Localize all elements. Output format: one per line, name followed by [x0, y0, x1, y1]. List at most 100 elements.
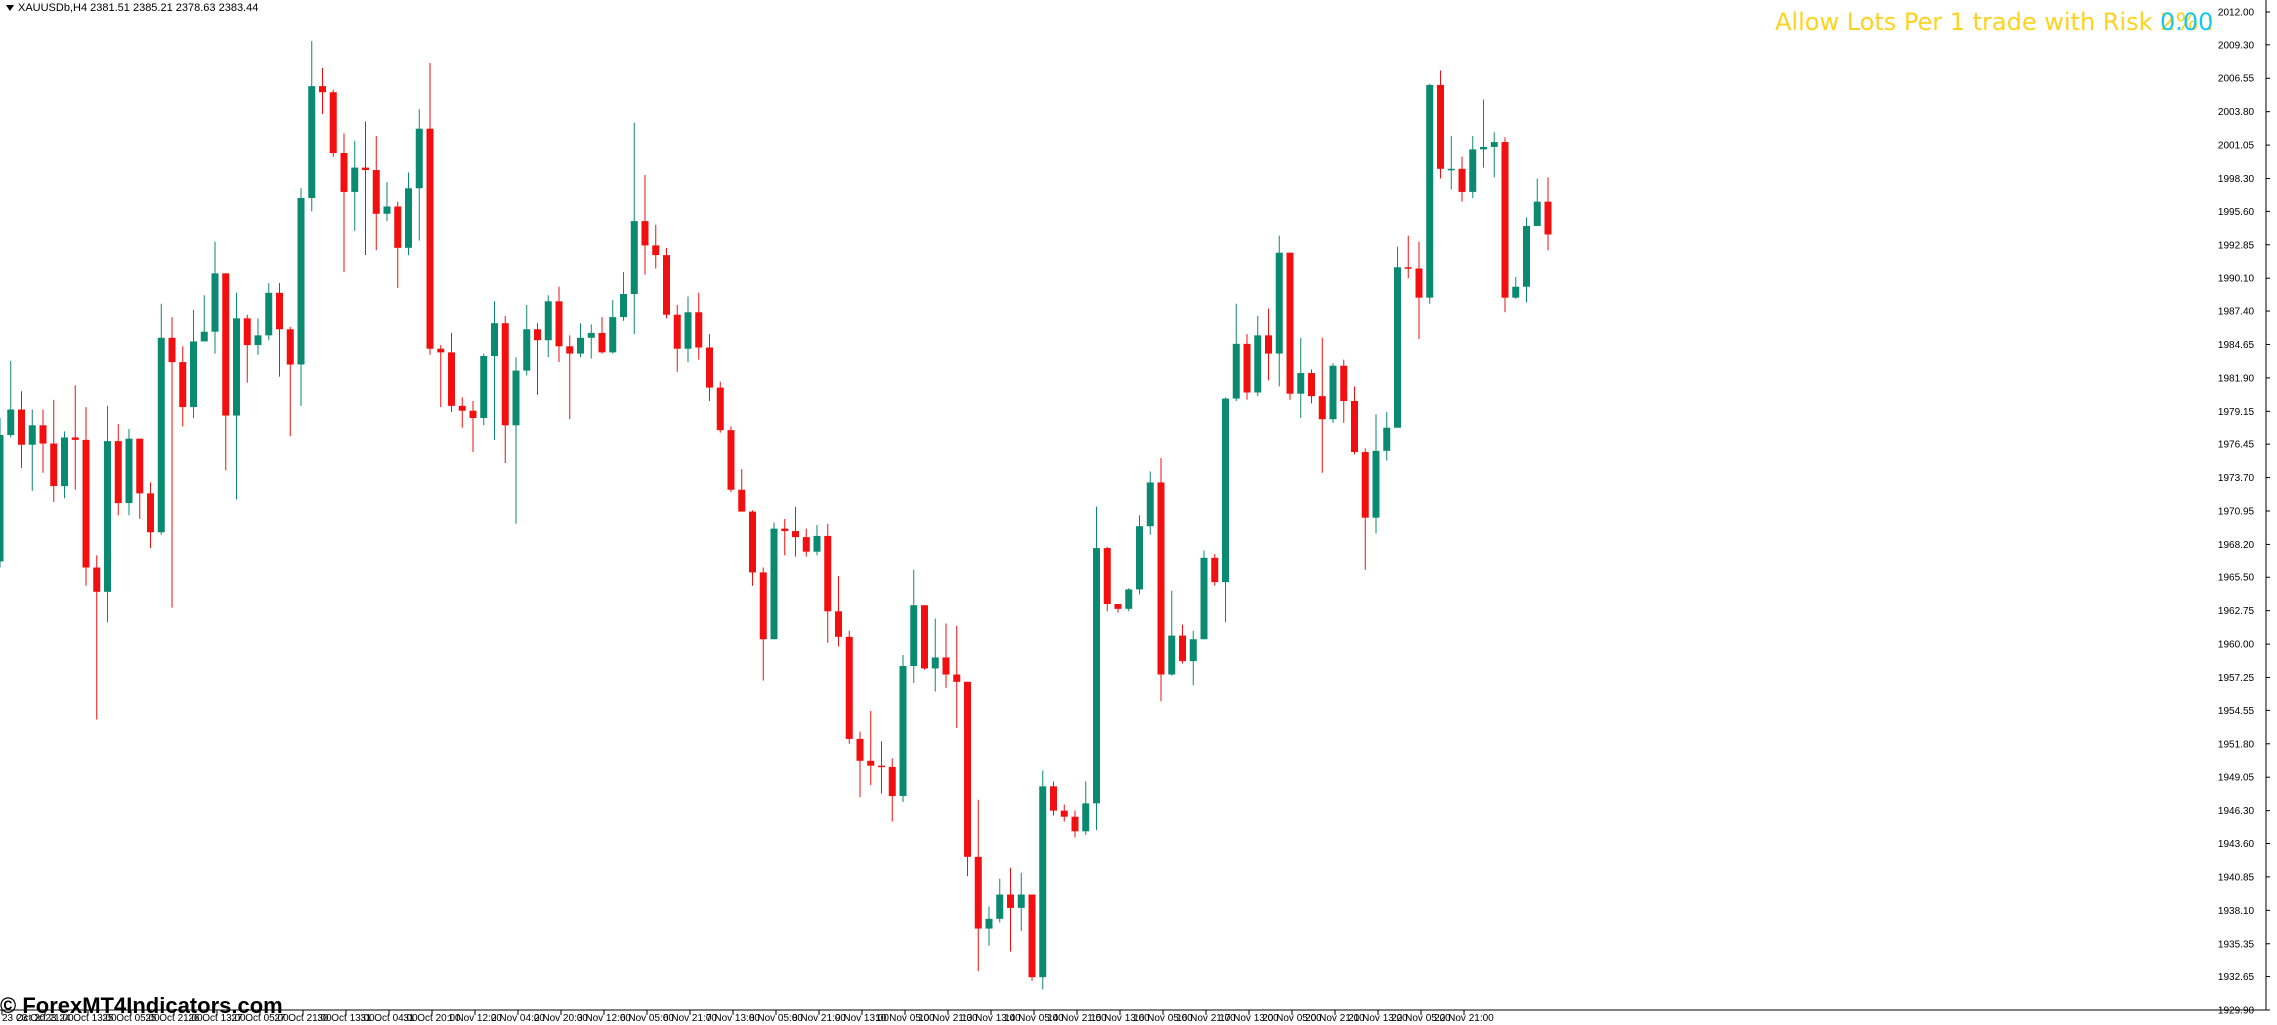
- candle: [867, 710, 875, 786]
- price-tick-label: 1951.80: [2218, 739, 2255, 750]
- candle-body: [931, 657, 939, 669]
- time-tick-label: 22 Nov 05:00: [1391, 1013, 1451, 1024]
- candle-body: [319, 86, 326, 93]
- candle: [1082, 781, 1090, 835]
- time-tick-label: 25 Oct 21:00: [145, 1013, 203, 1024]
- candle-body: [1093, 548, 1100, 804]
- candle: [996, 878, 1004, 923]
- candle-body: [1404, 267, 1412, 269]
- candle: [1469, 135, 1477, 198]
- candle: [1490, 132, 1498, 178]
- candle: [652, 224, 660, 269]
- candle-body: [652, 245, 660, 256]
- candle: [1383, 411, 1391, 461]
- candle: [770, 522, 778, 640]
- candle: [1103, 546, 1111, 612]
- candle-body: [7, 409, 15, 436]
- candle: [501, 315, 509, 463]
- candle: [641, 174, 649, 275]
- candle: [243, 314, 251, 383]
- candle: [673, 304, 681, 372]
- candle-body: [1447, 168, 1455, 171]
- price-tick-label: 1962.75: [2218, 606, 2255, 617]
- candle-body: [716, 387, 724, 431]
- candle: [168, 317, 176, 608]
- candle-body: [1372, 450, 1380, 518]
- candle: [555, 286, 563, 363]
- candle: [985, 906, 993, 946]
- candle: [372, 135, 380, 251]
- price-tick-label: 1990.10: [2218, 274, 2255, 285]
- candle-body: [1458, 168, 1466, 192]
- symbol-info-text: XAUUSDb,H4 2381.51 2385.21 2378.63 2383.…: [18, 2, 259, 14]
- candle-body: [749, 511, 756, 573]
- candle-body: [340, 153, 348, 192]
- candle: [974, 799, 982, 972]
- candle-body: [878, 765, 885, 768]
- candle-body: [39, 425, 47, 444]
- candle-body: [684, 312, 692, 349]
- candle: [394, 201, 402, 288]
- candle-body: [641, 221, 649, 246]
- candle: [1060, 804, 1068, 822]
- candle-body: [544, 301, 552, 341]
- candle-body: [1415, 268, 1423, 298]
- price-tick-label: 1998.30: [2218, 174, 2255, 185]
- time-tick-label: 1 Nov 12:00: [448, 1013, 502, 1024]
- candle: [1039, 770, 1047, 990]
- candle-body: [426, 128, 434, 349]
- candle-body: [1050, 786, 1057, 811]
- price-tick-label: 1938.10: [2218, 906, 2255, 917]
- candle-body: [1082, 803, 1090, 832]
- candle: [1093, 506, 1100, 831]
- candle-body: [845, 636, 853, 739]
- candle-body: [179, 362, 187, 408]
- candle: [1254, 315, 1262, 397]
- time-tick-label: 8 Nov 21:00: [792, 1013, 846, 1024]
- price-axis: 2012.00 2009.30 2006.55 2003.80 2001.05 1998.…: [2218, 0, 2270, 1017]
- candle-body: [1426, 84, 1434, 298]
- candle: [598, 317, 606, 354]
- price-tick-label: 1949.05: [2218, 773, 2255, 784]
- candle: [1157, 458, 1165, 702]
- risk-lots-label: Allow Lots Per 1 trade with Risk 2% :: [1775, 8, 2214, 36]
- candle: [1501, 137, 1509, 313]
- candle-body: [61, 437, 68, 487]
- candle: [953, 625, 961, 728]
- price-tick-label: 1960.00: [2218, 640, 2255, 651]
- candle: [1523, 217, 1530, 303]
- price-tick-label: 1995.60: [2218, 207, 2255, 218]
- candle: [254, 318, 262, 355]
- candle-body: [372, 170, 380, 214]
- candle-body: [996, 894, 1004, 919]
- candle: [824, 523, 832, 643]
- time-tick-label: 14 Nov 05:00: [1004, 1013, 1064, 1024]
- time-tick-label: 20 Nov 05:00: [1262, 1013, 1322, 1024]
- watermark: © ForexMT4Indicators.com: [0, 993, 283, 1018]
- candle-body: [942, 657, 950, 675]
- candle: [512, 357, 520, 524]
- candle: [308, 41, 316, 212]
- candle: [28, 409, 36, 491]
- time-tick-label: 13 Nov 13:00: [961, 1013, 1021, 1024]
- candle: [1146, 471, 1154, 535]
- candle: [383, 182, 391, 222]
- dropdown-arrow-icon[interactable]: [6, 5, 14, 12]
- candle: [114, 424, 122, 516]
- candle-body: [888, 766, 896, 797]
- candle-body: [1351, 400, 1358, 453]
- candle-body: [1179, 635, 1186, 662]
- candle-body: [0, 435, 4, 562]
- price-tick-label: 1968.20: [2218, 540, 2255, 551]
- candle: [405, 172, 412, 256]
- price-tick-label: 1970.95: [2218, 507, 2255, 518]
- candle-body: [71, 437, 79, 440]
- candle: [1168, 590, 1176, 676]
- candle: [899, 655, 907, 803]
- candle: [1017, 872, 1025, 931]
- candle: [1179, 624, 1186, 664]
- candle: [727, 426, 735, 493]
- time-tick-label: 6 Nov 21:00: [663, 1013, 717, 1024]
- candle-body: [577, 337, 584, 354]
